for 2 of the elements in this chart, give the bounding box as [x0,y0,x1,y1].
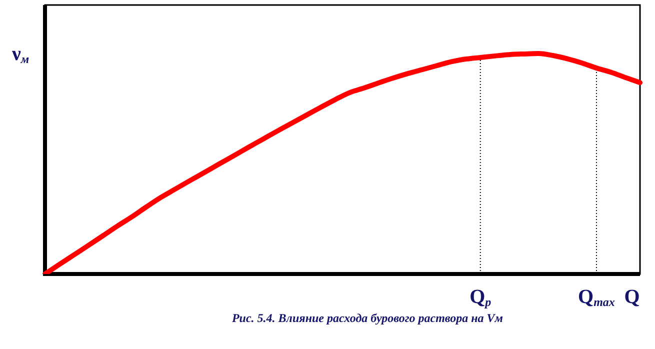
x-axis-title: Q [624,286,640,308]
text: Рис. 5.4. Влияние расхода бурового раствора на Vм [232,311,504,325]
